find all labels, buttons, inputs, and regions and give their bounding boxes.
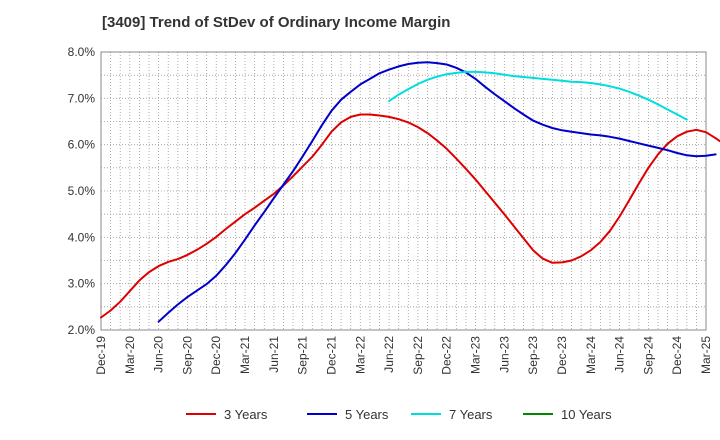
- legend-label: 10 Years: [561, 407, 612, 422]
- x-tick-label: Mar-25: [699, 336, 713, 374]
- y-tick-label: 2.0%: [68, 323, 96, 337]
- x-tick-label: Mar-21: [238, 336, 252, 374]
- y-tick-label: 4.0%: [68, 230, 96, 244]
- x-tick-label: Jun-21: [267, 336, 281, 373]
- x-tick-label: Jun-24: [613, 336, 627, 373]
- legend-label: 3 Years: [224, 407, 268, 422]
- x-tick-label: Sep-22: [411, 336, 425, 375]
- x-tick-label: Mar-20: [123, 336, 137, 374]
- plot-frame: [100, 51, 707, 331]
- y-tick-label: 8.0%: [68, 45, 96, 59]
- x-tick-label: Dec-24: [670, 336, 684, 375]
- y-tick-label: 7.0%: [68, 91, 96, 105]
- x-tick-label: Sep-23: [526, 336, 540, 375]
- x-tick-label: Jun-23: [497, 336, 511, 373]
- x-tick-label: Sep-21: [296, 336, 310, 375]
- chart-title: [3409] Trend of StDev of Ordinary Income…: [102, 14, 451, 31]
- series-line-5-years: [157, 61, 717, 323]
- x-tick-label: Dec-23: [555, 336, 569, 375]
- x-tick-label: Sep-24: [641, 336, 655, 375]
- y-tick-label: 3.0%: [68, 277, 96, 291]
- legend-label: 5 Years: [345, 407, 389, 422]
- series-line-3-years: [100, 113, 720, 319]
- x-tick-label: Sep-20: [180, 336, 194, 375]
- y-tick-label: 5.0%: [68, 184, 96, 198]
- x-tick-label: Mar-24: [584, 336, 598, 374]
- x-tick-label: Mar-23: [469, 336, 483, 374]
- series-line-7-years: [388, 70, 688, 121]
- x-tick-label: Dec-19: [94, 336, 108, 375]
- x-tick-label: Dec-20: [209, 336, 223, 375]
- x-tick-label: Dec-21: [324, 336, 338, 375]
- y-tick-label: 6.0%: [68, 138, 96, 152]
- legend-label: 7 Years: [449, 407, 493, 422]
- x-tick-label: Dec-22: [440, 336, 454, 375]
- x-tick-label: Jun-22: [382, 336, 396, 373]
- x-tick-label: Jun-20: [152, 336, 166, 373]
- x-tick-label: Mar-22: [353, 336, 367, 374]
